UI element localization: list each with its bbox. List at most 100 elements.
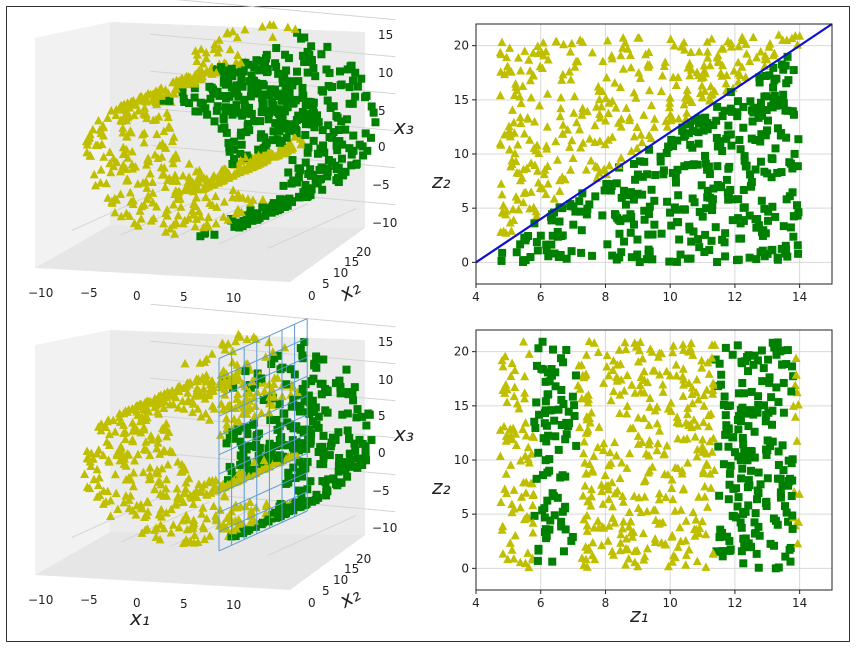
square-marker bbox=[280, 119, 289, 128]
triangle-marker bbox=[528, 518, 538, 527]
square-marker bbox=[257, 108, 266, 117]
square-marker bbox=[763, 116, 772, 125]
triangle-marker bbox=[268, 32, 278, 41]
square-marker bbox=[648, 230, 657, 239]
square-marker bbox=[782, 79, 791, 88]
triangle-marker bbox=[748, 32, 758, 42]
triangle-marker bbox=[555, 175, 565, 185]
square-marker bbox=[347, 161, 356, 170]
triangle-marker bbox=[129, 110, 139, 120]
square-marker bbox=[783, 106, 792, 115]
square-marker bbox=[345, 144, 354, 153]
z-tick-label: −10 bbox=[372, 521, 397, 535]
triangle-marker bbox=[635, 380, 645, 390]
square-marker bbox=[309, 374, 318, 383]
triangle-marker bbox=[626, 146, 636, 156]
triangle-marker bbox=[205, 198, 215, 208]
square-marker bbox=[735, 135, 744, 144]
triangle-marker bbox=[200, 390, 210, 400]
triangle-marker bbox=[140, 512, 150, 521]
square-marker bbox=[292, 438, 301, 447]
triangle-marker bbox=[157, 463, 167, 473]
square-marker bbox=[766, 442, 775, 451]
square-marker bbox=[538, 337, 547, 346]
square-marker bbox=[720, 106, 729, 115]
triangle-marker bbox=[594, 94, 604, 104]
square-marker bbox=[737, 474, 746, 483]
triangle-marker bbox=[603, 108, 613, 117]
square-marker bbox=[740, 152, 749, 161]
triangle-marker bbox=[189, 199, 199, 209]
triangle-marker bbox=[511, 440, 521, 449]
triangle-marker bbox=[640, 475, 650, 485]
triangle-marker bbox=[603, 536, 613, 545]
square-marker bbox=[753, 408, 762, 417]
square-marker bbox=[556, 250, 565, 259]
square-marker bbox=[300, 397, 309, 406]
triangle-marker bbox=[151, 114, 161, 124]
square-marker bbox=[337, 478, 346, 487]
square-marker bbox=[546, 212, 555, 221]
square-marker bbox=[542, 437, 551, 446]
triangle-marker bbox=[665, 98, 675, 107]
triangle-marker bbox=[621, 103, 631, 112]
y-tick-label: 0 bbox=[308, 289, 316, 303]
triangle-marker bbox=[507, 159, 517, 168]
triangle-marker bbox=[707, 447, 717, 456]
square-marker bbox=[562, 430, 571, 439]
square-marker bbox=[739, 123, 748, 132]
triangle-marker bbox=[110, 207, 120, 217]
triangle-marker bbox=[188, 179, 198, 188]
triangle-marker bbox=[713, 50, 723, 60]
triangle-marker bbox=[663, 561, 673, 571]
triangle-marker bbox=[128, 99, 138, 108]
square-marker bbox=[756, 157, 765, 166]
square-marker bbox=[688, 194, 697, 203]
square-marker bbox=[284, 168, 293, 177]
square-marker bbox=[716, 141, 725, 150]
square-marker bbox=[294, 111, 303, 120]
square-marker bbox=[359, 151, 368, 160]
triangle-marker bbox=[232, 394, 242, 403]
triangle-marker bbox=[717, 44, 727, 53]
square-marker bbox=[548, 489, 557, 498]
square-marker bbox=[230, 145, 239, 154]
triangle-marker bbox=[615, 359, 625, 368]
square-marker bbox=[760, 401, 769, 410]
triangle-marker bbox=[239, 402, 249, 412]
square-marker bbox=[542, 246, 551, 255]
square-marker bbox=[781, 249, 790, 258]
square-marker bbox=[733, 416, 742, 425]
square-marker bbox=[557, 517, 566, 526]
triangle-marker bbox=[694, 47, 704, 56]
triangle-marker bbox=[590, 137, 600, 146]
square-marker bbox=[235, 68, 244, 77]
triangle-marker bbox=[137, 528, 147, 537]
triangle-marker bbox=[589, 451, 599, 460]
triangle-marker bbox=[762, 54, 772, 64]
square-marker bbox=[772, 96, 781, 105]
triangle-marker bbox=[559, 39, 569, 49]
triangle-marker bbox=[163, 112, 173, 122]
triangle-marker bbox=[616, 538, 626, 547]
triangle-marker bbox=[89, 169, 99, 179]
triangle-marker bbox=[93, 115, 103, 125]
square-marker bbox=[367, 436, 376, 445]
triangle-marker bbox=[245, 157, 255, 166]
square-marker bbox=[283, 103, 292, 112]
square-marker bbox=[336, 81, 345, 90]
triangle-marker bbox=[106, 105, 116, 115]
triangle-marker bbox=[586, 155, 596, 165]
square-marker bbox=[561, 525, 570, 534]
triangle-marker bbox=[116, 211, 126, 221]
square-marker bbox=[737, 234, 746, 243]
square-marker bbox=[688, 126, 697, 135]
square-marker bbox=[264, 115, 273, 124]
square-marker bbox=[228, 110, 237, 119]
square-marker bbox=[363, 146, 372, 155]
triangle-marker bbox=[209, 44, 219, 54]
triangle-marker bbox=[188, 499, 198, 508]
triangle-marker bbox=[119, 420, 129, 429]
triangle-marker bbox=[618, 497, 628, 506]
square-marker bbox=[765, 378, 774, 387]
